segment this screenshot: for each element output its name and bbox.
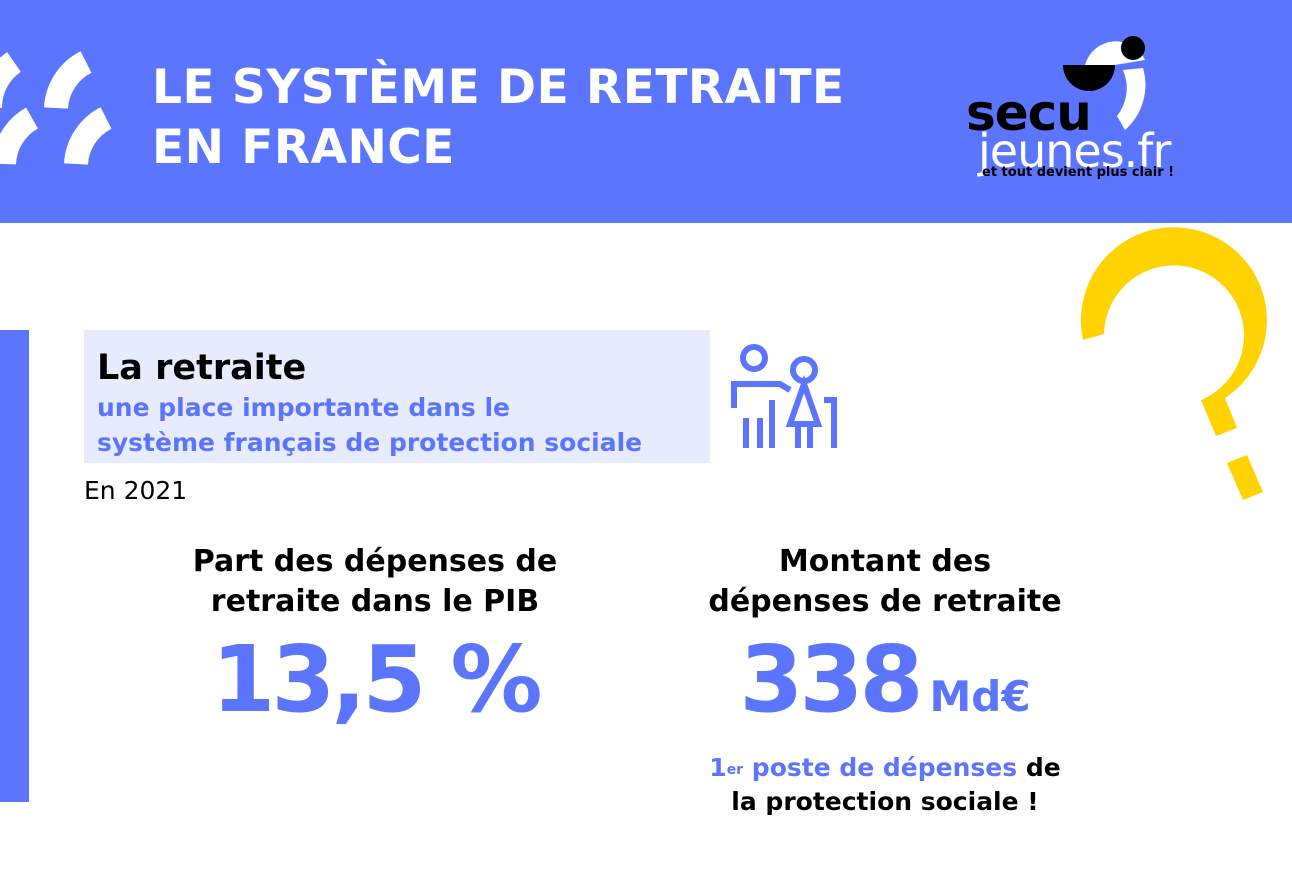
title-line-2: EN FRANCE xyxy=(152,120,455,175)
header-banner: LE SYSTÈME DE RETRAITE EN FRANCE secu je… xyxy=(0,0,1292,223)
note-rank-sup: er xyxy=(726,762,744,778)
stat-note: 1er poste de dépenses de la protection s… xyxy=(660,751,1110,819)
intro-subtitle: une place importante dans le système fra… xyxy=(97,390,642,460)
stat-label-line-2: retraite dans le PIB xyxy=(210,584,540,619)
stat-label-line-1: Montant des xyxy=(778,544,992,579)
logo-tagline: et tout devient plus clair ! xyxy=(982,165,1175,180)
intro-box: La retraite une place importante dans le… xyxy=(84,330,710,463)
note-highlight: poste de dépenses xyxy=(743,753,1018,782)
page-title: LE SYSTÈME DE RETRAITE EN FRANCE xyxy=(152,58,845,178)
stat-gdp-share: Part des dépenses de retraite dans le PI… xyxy=(160,542,590,730)
intro-subtitle-line-1: une place importante dans le xyxy=(97,393,510,422)
stat-value: 338 Md€ xyxy=(660,630,1110,747)
people-icon xyxy=(731,344,837,448)
logo-word-jeunes: jeunes.fr xyxy=(978,124,1171,178)
title-line-1: LE SYSTÈME DE RETRAITE xyxy=(152,60,845,115)
secujeunes-logo[interactable]: secu jeunes.fr et tout devient plus clai… xyxy=(960,30,1220,190)
stat-value: 13,5 % xyxy=(211,626,542,733)
stat-label: Montant des dépenses de retraite xyxy=(660,542,1110,622)
quote-marks-icon xyxy=(0,51,112,166)
stat-number: 338 xyxy=(739,626,923,733)
intro-title: La retraite xyxy=(97,348,307,388)
intro-subtitle-line-2: système français de protection sociale xyxy=(97,428,643,457)
stat-unit: Md€ xyxy=(929,672,1031,721)
logo-mark-icon xyxy=(1063,36,1146,130)
logo-word-secu: secu xyxy=(966,84,1092,142)
left-accent-bar xyxy=(0,330,29,802)
note-rest: de xyxy=(1017,753,1061,782)
year-label: En 2021 xyxy=(84,476,188,505)
stat-label-line-2: dépenses de retraite xyxy=(708,584,1062,619)
stat-label: Part des dépenses de retraite dans le PI… xyxy=(160,542,590,622)
question-mark-icon xyxy=(1080,227,1267,500)
stat-total-spending: Montant des dépenses de retraite 338 Md€ … xyxy=(660,542,1110,819)
stat-label-line-1: Part des dépenses de xyxy=(192,544,558,579)
note-rank-number: 1 xyxy=(709,753,727,782)
note-line-2: la protection sociale ! xyxy=(731,787,1039,816)
